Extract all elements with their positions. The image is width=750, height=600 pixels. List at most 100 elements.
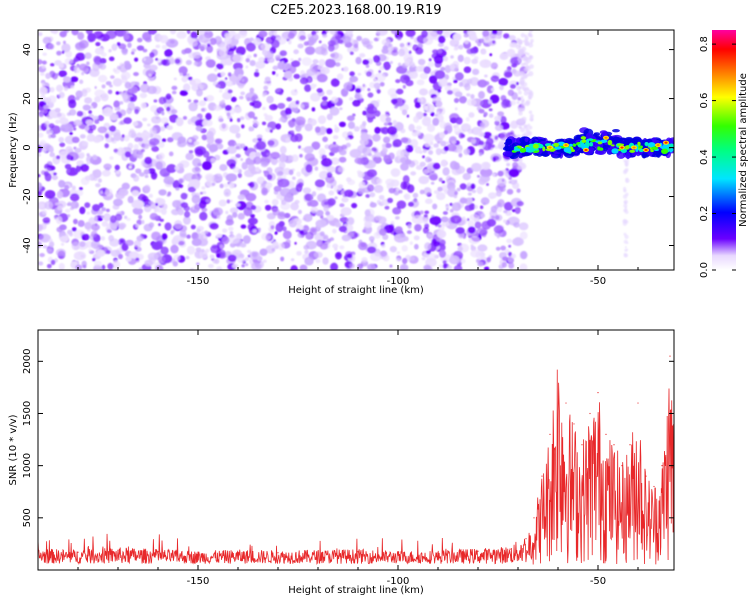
- spectral-blob: [226, 112, 231, 117]
- spectral-blob: [453, 79, 458, 84]
- spectral-blob: [479, 122, 485, 128]
- spectral-blob: [210, 157, 216, 163]
- spectral-blob: [113, 100, 120, 108]
- spectral-blob: [499, 132, 508, 141]
- spectral-blob: [359, 53, 366, 58]
- spectral-blob: [41, 60, 47, 65]
- spectral-blob: [427, 233, 432, 239]
- spectral-blob: [158, 189, 167, 196]
- spectral-blob: [79, 187, 83, 191]
- spectral-blob: [484, 74, 488, 78]
- spectral-blob: [624, 161, 629, 167]
- spectral-blob: [173, 77, 177, 81]
- spectral-blob: [137, 37, 143, 43]
- spectral-blob: [210, 244, 221, 254]
- spectral-blob: [506, 48, 516, 58]
- spectral-blob: [494, 120, 500, 126]
- spectral-blob: [249, 59, 256, 67]
- spectral-blob: [454, 107, 458, 111]
- spectral-blob: [286, 114, 292, 119]
- signal-blob: [632, 136, 642, 143]
- spectral-blob: [311, 191, 317, 197]
- spectral-blob: [185, 152, 194, 161]
- spectral-blob: [216, 63, 224, 70]
- spectral-blob: [466, 197, 473, 203]
- spectral-blob: [470, 47, 479, 54]
- spectral-blob: [120, 136, 125, 142]
- spectral-blob: [338, 156, 347, 163]
- spectral-blob: [67, 214, 71, 218]
- spectral-blob: [417, 58, 426, 66]
- spectral-blob: [514, 206, 521, 214]
- spectral-blob: [143, 62, 151, 69]
- spectral-blob: [521, 116, 527, 123]
- spectral-blob: [330, 30, 335, 34]
- noise-region: [38, 30, 630, 270]
- spectral-blob: [522, 51, 526, 55]
- spectral-blob: [65, 208, 71, 213]
- spectral-blob: [495, 190, 502, 197]
- spectral-blob: [202, 161, 212, 171]
- spectral-blob: [357, 241, 368, 251]
- spectral-blob: [456, 187, 461, 192]
- spectral-blob: [463, 33, 469, 38]
- spectral-blob: [437, 42, 444, 48]
- signal-blob: [651, 137, 657, 143]
- spectral-blob: [209, 37, 217, 46]
- spectral-blob: [446, 265, 453, 270]
- spectral-blob: [255, 68, 259, 72]
- spectral-blob: [93, 115, 99, 121]
- spectral-blob: [449, 113, 460, 122]
- spectral-blob: [240, 143, 246, 149]
- spectral-blob: [482, 30, 490, 38]
- spectral-blob: [247, 254, 251, 258]
- spectral-blob: [272, 65, 279, 71]
- spectral-blob: [489, 196, 494, 200]
- spectral-blob: [470, 138, 476, 144]
- spectral-blob: [229, 207, 239, 214]
- spectral-blob: [193, 61, 198, 66]
- spectral-blob: [486, 256, 491, 263]
- spectral-blob: [527, 123, 531, 127]
- spectral-blob: [294, 241, 297, 245]
- spectral-blob: [66, 202, 72, 206]
- spectral-blob: [385, 116, 392, 123]
- spectral-blob: [427, 158, 433, 162]
- spectral-blob: [327, 40, 336, 47]
- spectral-blob: [298, 182, 304, 187]
- spectral-blob: [263, 50, 268, 56]
- spectral-blob: [469, 203, 475, 211]
- spectral-blob: [453, 265, 463, 270]
- signal-hotspot: [664, 141, 668, 144]
- colorbar-gradient: [712, 30, 736, 270]
- spectral-blob: [58, 62, 65, 69]
- spectral-blob: [58, 180, 66, 188]
- spectral-blob: [81, 89, 88, 97]
- spectral-blob: [347, 121, 356, 129]
- spectral-blob: [54, 107, 61, 113]
- spectral-blob: [316, 88, 323, 93]
- signal-blob: [597, 141, 603, 145]
- spectral-blob: [437, 186, 443, 192]
- spectral-blob: [220, 71, 225, 77]
- snr-x-label: Height of straight line (km): [288, 585, 424, 596]
- spectral-blob: [266, 95, 274, 104]
- spectral-blob: [520, 33, 526, 38]
- spectral-blob: [196, 88, 203, 97]
- spectral-blob: [357, 171, 365, 178]
- spectral-blob: [472, 68, 480, 76]
- spectral-blob: [323, 235, 329, 241]
- spectral-blob: [147, 252, 159, 261]
- spectral-blob: [519, 263, 528, 270]
- spectral-blob: [361, 37, 370, 45]
- spectral-blob: [71, 185, 76, 190]
- spectral-blob: [435, 192, 446, 201]
- spectral-blob: [299, 77, 309, 85]
- spectral-blob: [41, 209, 47, 215]
- spectral-blob: [297, 43, 304, 49]
- spectral-blob: [437, 89, 442, 93]
- spectral-blob: [277, 212, 287, 220]
- spectral-blob: [392, 207, 402, 215]
- spectral-blob: [94, 96, 101, 103]
- spectral-blob: [46, 129, 50, 135]
